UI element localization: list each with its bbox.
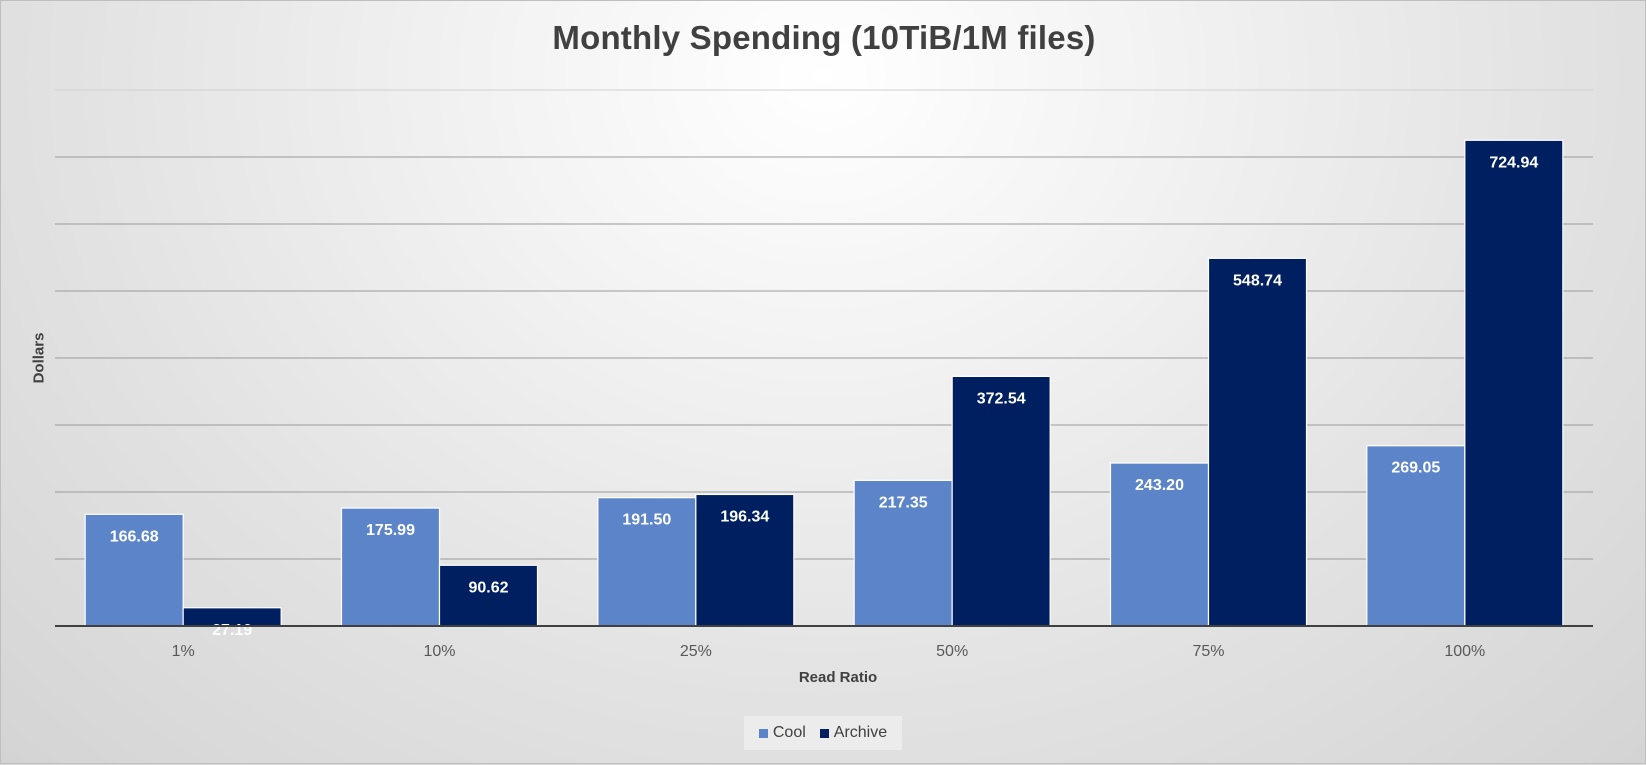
data-label-cool: 191.50 (622, 512, 671, 529)
x-tick-label: 50% (936, 643, 968, 660)
data-label-archive: 372.54 (977, 390, 1026, 407)
legend-item-cool: Cool (758, 724, 806, 742)
x-axis-label: Read Ratio (798, 669, 878, 686)
legend-swatch-cool (758, 728, 768, 738)
legend-item-archive: Archive (819, 724, 888, 742)
x-tick-label: 1% (172, 643, 195, 660)
x-tick-labels: 1% 10% 25% 50% 75% 100% (172, 643, 1486, 660)
x-tick-label: 25% (680, 643, 712, 660)
bar-archive (1207, 257, 1308, 627)
bar-cool (340, 507, 441, 627)
data-label-archive: 724.94 (1489, 154, 1538, 171)
bar-archive (695, 493, 795, 627)
bar-archive (1464, 139, 1564, 627)
bar-cool (1109, 462, 1210, 627)
data-label-archive: 90.62 (468, 579, 508, 596)
data-label-archive: 27.19 (212, 622, 252, 639)
bar-archive (438, 564, 539, 627)
data-label-archive: 196.34 (720, 508, 769, 525)
legend-label-archive: Archive (833, 724, 888, 741)
x-tick-label: 75% (1192, 643, 1224, 660)
bar-cool (84, 513, 184, 627)
data-label-cool: 243.20 (1135, 477, 1184, 494)
gridlines (55, 89, 1593, 560)
x-tick-label: 100% (1444, 643, 1485, 660)
legend-swatch-archive (819, 728, 829, 738)
data-label-cool: 217.35 (879, 494, 928, 511)
legend: Cool Archive (744, 716, 902, 750)
chart-title: Monthly Spending (10TiB/1M files) (552, 19, 1096, 56)
data-label-cool: 166.68 (110, 528, 159, 545)
bar-archive (951, 375, 1051, 627)
bar-cool (597, 497, 697, 627)
legend-label-cool: Cool (772, 724, 806, 741)
data-label-cool: 269.05 (1391, 460, 1440, 477)
data-label-archive: 548.74 (1233, 272, 1282, 289)
data-label-cool: 175.99 (366, 522, 415, 539)
bar-cool (853, 479, 953, 627)
x-tick-label: 10% (423, 643, 455, 660)
bar-cool (1366, 445, 1466, 627)
bars: 166.68 27.19 175.99 90.62 191.50 196.34 217.35… (84, 139, 1564, 639)
